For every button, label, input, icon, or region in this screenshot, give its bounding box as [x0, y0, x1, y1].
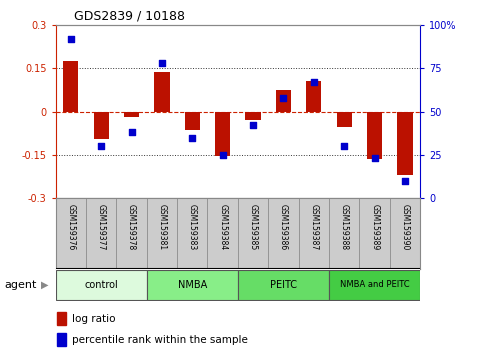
Text: GSM159383: GSM159383: [188, 204, 197, 250]
Text: PEITC: PEITC: [270, 280, 297, 290]
Point: [219, 152, 227, 158]
Text: GSM159381: GSM159381: [157, 204, 167, 250]
Text: ▶: ▶: [41, 280, 49, 290]
Bar: [124, 112, 139, 117]
Point: [249, 122, 257, 128]
Text: GSM159385: GSM159385: [249, 204, 257, 250]
Bar: [390, 198, 420, 269]
Text: percentile rank within the sample: percentile rank within the sample: [72, 335, 248, 345]
Text: GSM159389: GSM159389: [370, 204, 379, 250]
Point: [371, 155, 379, 161]
Point: [97, 143, 105, 149]
Text: control: control: [84, 280, 118, 290]
Bar: [276, 90, 291, 112]
Point: [128, 130, 135, 135]
Text: GSM159387: GSM159387: [309, 204, 318, 250]
Bar: [298, 198, 329, 269]
Bar: [367, 112, 382, 159]
Bar: [329, 270, 420, 300]
Bar: [86, 198, 116, 269]
Text: GDS2839 / 10188: GDS2839 / 10188: [74, 9, 185, 22]
Bar: [57, 333, 67, 346]
Point: [67, 36, 74, 41]
Bar: [57, 312, 67, 325]
Bar: [147, 270, 238, 300]
Bar: [56, 270, 147, 300]
Point: [280, 95, 287, 101]
Point: [310, 79, 318, 85]
Bar: [94, 112, 109, 139]
Text: NMBA: NMBA: [178, 280, 207, 290]
Text: NMBA and PEITC: NMBA and PEITC: [340, 280, 410, 290]
Bar: [63, 61, 78, 112]
Text: GSM159378: GSM159378: [127, 204, 136, 250]
Bar: [185, 112, 200, 130]
Bar: [268, 198, 298, 269]
Text: GSM159386: GSM159386: [279, 204, 288, 250]
Bar: [208, 198, 238, 269]
Text: GSM159376: GSM159376: [66, 204, 75, 250]
Bar: [245, 112, 261, 120]
Point: [341, 143, 348, 149]
Bar: [215, 112, 230, 156]
Text: GSM159388: GSM159388: [340, 204, 349, 250]
Point: [188, 135, 196, 141]
Bar: [238, 198, 268, 269]
Bar: [56, 198, 86, 269]
Bar: [398, 112, 412, 175]
Bar: [238, 270, 329, 300]
Text: agent: agent: [5, 280, 37, 290]
Bar: [154, 73, 170, 112]
Bar: [359, 198, 390, 269]
Bar: [177, 198, 208, 269]
Bar: [337, 112, 352, 127]
Bar: [147, 198, 177, 269]
Point: [401, 178, 409, 184]
Text: GSM159377: GSM159377: [97, 204, 106, 250]
Bar: [329, 198, 359, 269]
Text: log ratio: log ratio: [72, 314, 115, 324]
Point: [158, 60, 166, 66]
Text: GSM159384: GSM159384: [218, 204, 227, 250]
Bar: [116, 198, 147, 269]
Text: GSM159390: GSM159390: [400, 204, 410, 250]
Bar: [306, 81, 322, 112]
